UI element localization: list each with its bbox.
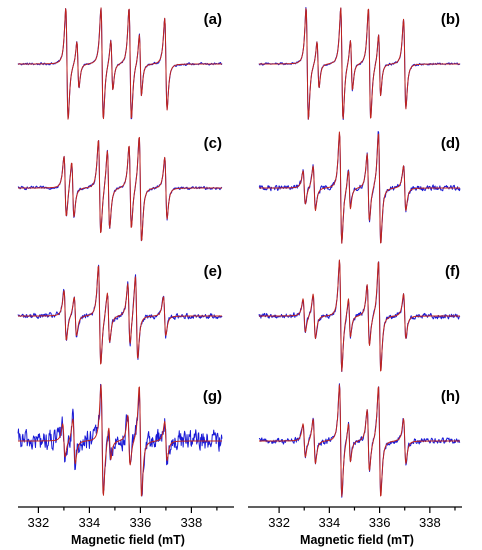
panel-label: (d) [441, 135, 460, 152]
panel-label: (c) [204, 135, 222, 152]
x-axis-left: 332 334 336 338 Magnetic field (mT) [18, 506, 234, 547]
tick-label: 338 [181, 515, 203, 530]
panel-label: (g) [203, 388, 222, 405]
simulated-trace [17, 136, 223, 242]
experimental-trace [17, 383, 223, 497]
panel-label: (e) [204, 263, 222, 280]
panel-label: (b) [441, 11, 460, 28]
spectrum-panel-b: (b) [258, 7, 461, 120]
simulated-trace [258, 259, 461, 372]
experimental-trace [17, 137, 223, 242]
spectrum-panel-c: (c) [17, 135, 223, 242]
x-axis-title: Magnetic field (mT) [71, 533, 185, 547]
tick-label: 338 [419, 515, 441, 530]
panel-label: (a) [204, 11, 222, 28]
tick-label: 332 [28, 515, 50, 530]
experimental-trace [17, 264, 223, 364]
tick-label: 336 [369, 515, 391, 530]
simulated-trace [258, 384, 461, 497]
x-axis-right: 332 334 336 338 Magnetic field (mT) [248, 506, 462, 547]
tick-label: 334 [79, 515, 101, 530]
simulated-trace [17, 7, 223, 120]
x-axis-title: Magnetic field (mT) [300, 533, 414, 547]
spectrum-panel-f: (f) [258, 259, 461, 372]
tick-label: 336 [130, 515, 152, 530]
tick-label: 332 [268, 515, 290, 530]
simulated-trace [258, 7, 461, 120]
simulated-trace [17, 265, 223, 365]
simulated-trace [258, 131, 461, 244]
panel-label: (f) [445, 263, 460, 280]
simulated-trace [17, 384, 223, 497]
spectrum-panel-h: (h) [258, 383, 461, 498]
panel-label: (h) [441, 388, 460, 405]
spectrum-panel-a: (a) [17, 7, 223, 120]
spectrum-panel-d: (d) [258, 131, 461, 244]
spectrum-panel-g: (g) [17, 383, 223, 497]
spectrum-panel-e: (e) [17, 263, 223, 365]
tick-label: 334 [318, 515, 340, 530]
